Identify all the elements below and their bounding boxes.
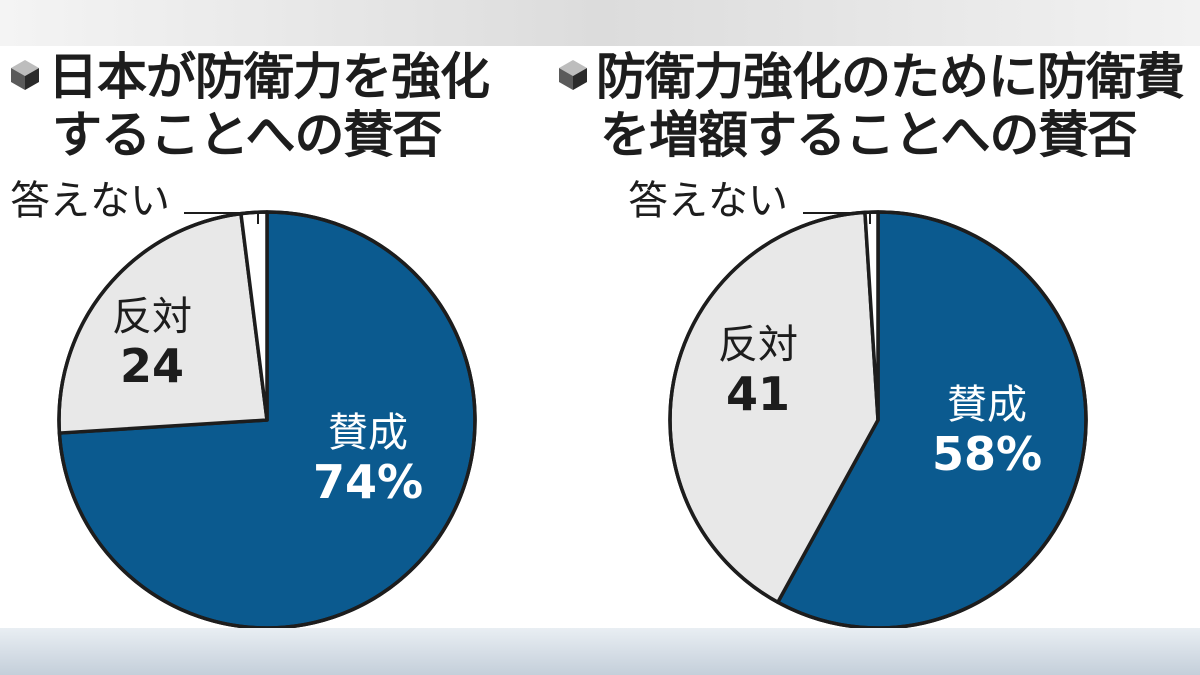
callout-leader [184, 212, 259, 224]
slice-label: 答えない [10, 178, 170, 224]
chart-title-line-2: を増額することへの賛否 [600, 106, 1138, 164]
slice-value: 41 [726, 367, 790, 421]
top-band [0, 0, 1200, 46]
cube-icon [559, 59, 587, 90]
slice-label: 賛成 [947, 382, 1027, 428]
callout-leader [803, 212, 871, 224]
slice-value: 58% [932, 427, 1042, 481]
chart-title-line-1: 防衛力強化のために防衛費 [596, 48, 1185, 106]
slice-label: 反対 [718, 322, 798, 368]
chart-title-defense-budget: 防衛力強化のために防衛費 を増額することへの賛否 [556, 48, 1185, 164]
bottom-band [0, 628, 1200, 675]
chart-title-defense-strengthening: 日本が防衛力を強化 することへの賛否 [8, 48, 490, 164]
chart-title-line-1: 日本が防衛力を強化 [48, 48, 490, 106]
slice-label: 賛成 [328, 410, 408, 456]
cube-icon [11, 59, 39, 90]
slice-value: 74% [313, 455, 423, 509]
chart-title-line-2: することへの賛否 [52, 106, 443, 164]
slice-label: 反対 [112, 294, 192, 340]
slice-value: 24 [120, 339, 184, 393]
slice-label: 答えない [628, 178, 788, 224]
